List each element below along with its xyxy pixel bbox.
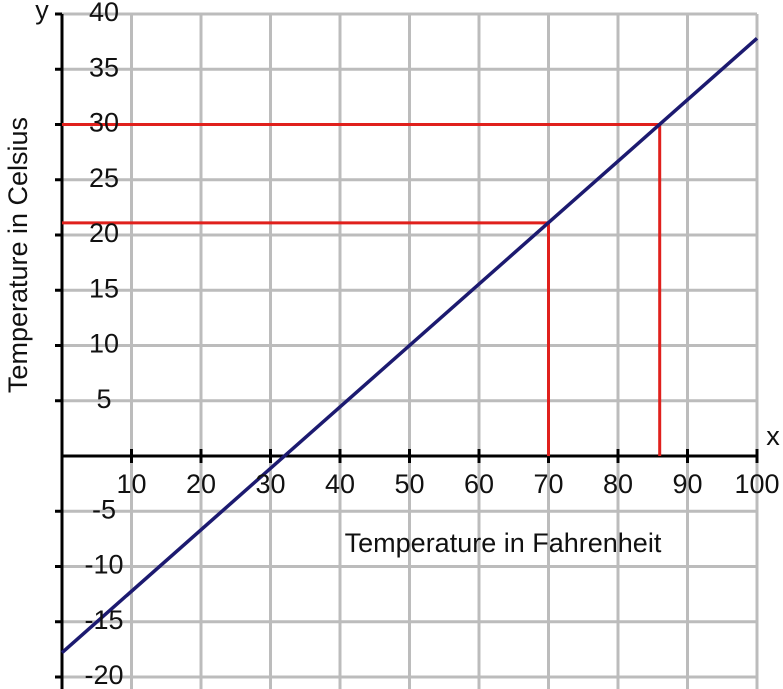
x-tick-label: 80	[603, 469, 633, 499]
x-tick-label: 30	[255, 469, 285, 499]
y-axis-label: Temperature in Celsius	[3, 117, 33, 393]
data-line	[60, 36, 759, 655]
guide-line	[62, 221, 550, 456]
x-tick-label: 90	[672, 469, 702, 499]
x-tick-label: 20	[186, 469, 216, 499]
x-tick-label: 10	[116, 469, 146, 499]
y-tick-label: 15	[89, 273, 119, 303]
y-tick-label: 10	[89, 329, 119, 359]
x-tick-label: 100	[734, 469, 779, 499]
y-tick-label: -10	[84, 550, 123, 580]
y-tick-label: 20	[89, 218, 119, 248]
y-tick-label: 25	[89, 163, 119, 193]
x-axis-letter: x	[766, 421, 780, 451]
x-tick-label: 40	[325, 469, 355, 499]
y-axis-letter: y	[35, 0, 49, 25]
y-tick-label: 35	[89, 52, 119, 82]
x-tick-label: 60	[464, 469, 494, 499]
x-tick-label: 50	[394, 469, 424, 499]
y-tick-label: -15	[84, 605, 123, 635]
y-tick-label: 5	[96, 384, 111, 414]
y-tick-label: 30	[89, 108, 119, 138]
y-tick-label: -5	[92, 494, 116, 524]
y-tick-label: 40	[89, 0, 119, 27]
x-axis-label: Temperature in Fahrenheit	[345, 528, 662, 558]
y-tick-label: -20	[84, 660, 123, 689]
x-tick-label: 70	[533, 469, 563, 499]
